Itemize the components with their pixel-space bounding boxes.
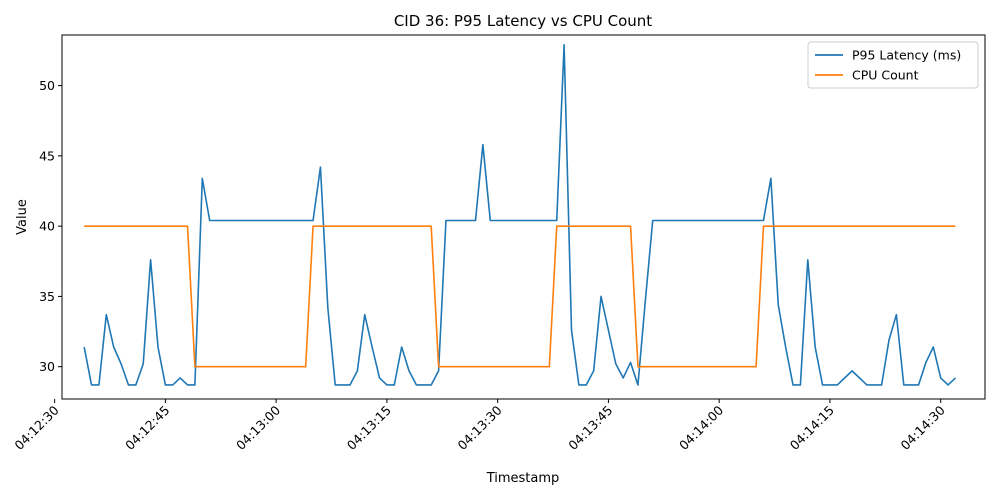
x-tick-label: 04:14:30 [898, 402, 948, 452]
y-tick-label: 35 [39, 289, 55, 304]
series-line-0 [83, 44, 957, 386]
y-tick-label: 40 [39, 219, 55, 234]
x-tick-label: 04:13:45 [565, 403, 615, 453]
y-axis: 30 35 40 45 50 [39, 78, 62, 374]
x-tick-label: 04:13:15 [344, 403, 394, 453]
chart-title: CID 36: P95 Latency vs CPU Count [394, 12, 652, 30]
legend-label-1: CPU Count [852, 68, 919, 83]
x-axis-title: Timestamp [486, 471, 560, 486]
series-line-1 [84, 225, 956, 368]
y-axis-title: Value [15, 199, 30, 235]
y-tick-label: 30 [39, 359, 55, 374]
y-tick-label: 50 [39, 78, 55, 93]
x-tick-label: 04:13:30 [454, 402, 504, 452]
x-tick-label: 04:12:45 [122, 403, 172, 453]
legend: P95 Latency (ms) CPU Count [807, 41, 979, 89]
y-tick-label: 45 [39, 148, 55, 163]
x-tick-label: 04:14:15 [787, 403, 837, 453]
x-tick-label: 04:14:00 [676, 402, 726, 452]
series-layer [83, 44, 957, 386]
x-tick-label: 04:12:30 [11, 402, 61, 452]
plot-area [61, 34, 986, 400]
x-tick-label: 04:13:00 [233, 402, 283, 452]
legend-label-0: P95 Latency (ms) [852, 48, 961, 63]
legend-box [807, 41, 979, 89]
x-axis: 04:12:30 04:12:45 04:13:00 04:13:15 04:13:30… [11, 399, 948, 453]
